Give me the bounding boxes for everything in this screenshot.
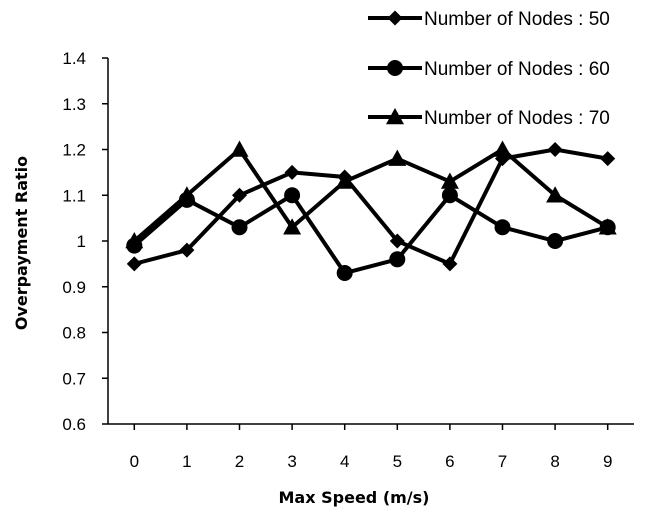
- x-tick-label: 4: [340, 452, 349, 471]
- data-point-circle: [389, 251, 406, 268]
- y-tick-label: 0.6: [62, 415, 86, 434]
- data-point-triangle: [177, 186, 196, 203]
- legend-item: Number of Nodes : 50: [368, 9, 610, 30]
- legend-marker-diamond: [387, 10, 403, 26]
- x-tick-label: 6: [445, 452, 454, 471]
- data-point-diamond: [600, 151, 616, 167]
- x-tick-label: 0: [130, 452, 139, 471]
- data-point-circle: [547, 233, 564, 249]
- y-tick-label: 0.7: [62, 369, 86, 388]
- legend-label: Number of Nodes : 50: [424, 9, 610, 30]
- y-tick-label: 0.9: [62, 278, 86, 297]
- data-point-triangle: [546, 186, 565, 203]
- data-point-triangle: [598, 218, 617, 235]
- x-tick-label: 8: [550, 452, 559, 471]
- data-point-circle: [284, 187, 301, 204]
- y-tick-label: 0.8: [62, 324, 86, 343]
- data-point-circle: [494, 219, 511, 236]
- series-line-triangle: [132, 146, 609, 243]
- x-tick-label: 9: [603, 452, 612, 471]
- data-point-diamond: [442, 256, 458, 272]
- x-tick-label: 3: [287, 452, 296, 471]
- y-tick-label: 1: [77, 232, 86, 251]
- data-point-circle: [336, 265, 353, 282]
- legend-label: Number of Nodes : 70: [424, 108, 610, 129]
- data-point-triangle: [283, 218, 302, 235]
- data-point-diamond: [179, 242, 195, 258]
- legend-item: Number of Nodes : 70: [368, 108, 610, 129]
- data-point-triangle: [440, 172, 459, 189]
- legend: Number of Nodes : 50 Number of Nodes : 60…: [368, 9, 610, 129]
- y-axis-title: Overpayment Ratio: [12, 156, 31, 330]
- series-line-circle: [132, 192, 609, 276]
- x-tick-label: 7: [498, 452, 507, 471]
- data-point-triangle: [493, 140, 512, 157]
- series-layer: [125, 140, 617, 282]
- data-point-diamond: [284, 164, 300, 180]
- legend-label: Number of Nodes : 60: [424, 59, 610, 80]
- data-point-circle: [441, 187, 458, 204]
- series-circle: [126, 187, 616, 282]
- data-point-triangle: [125, 232, 144, 249]
- data-point-triangle: [335, 172, 354, 189]
- y-tick-label: 1.1: [62, 186, 86, 205]
- legend-item: Number of Nodes : 60: [368, 59, 610, 80]
- data-point-circle: [231, 219, 248, 236]
- data-point-diamond: [126, 256, 142, 272]
- series-triangle: [125, 140, 617, 249]
- axes: 0.6 0.7 0.8 0.9 1 1.1 1.2 1.3 1.4 0 1 2 3 4 5 6 7 8 9: [62, 49, 634, 471]
- x-axis-title: Max Speed (m/s): [279, 488, 430, 507]
- x-tick-label: 2: [235, 452, 244, 471]
- series-line-diamond: [133, 147, 609, 267]
- legend-marker-circle: [387, 60, 403, 76]
- data-point-diamond: [232, 187, 247, 203]
- y-tick-label: 1.3: [62, 95, 86, 114]
- data-point-diamond: [547, 142, 563, 157]
- y-tick-label: 1.4: [62, 49, 86, 68]
- legend-marker-triangle: [386, 108, 404, 125]
- x-tick-label: 5: [393, 452, 402, 471]
- data-point-triangle: [388, 149, 407, 166]
- y-tick-label: 1.2: [62, 141, 86, 160]
- x-tick-label: 1: [182, 452, 191, 471]
- data-point-triangle: [230, 140, 249, 157]
- data-point-diamond: [389, 233, 405, 249]
